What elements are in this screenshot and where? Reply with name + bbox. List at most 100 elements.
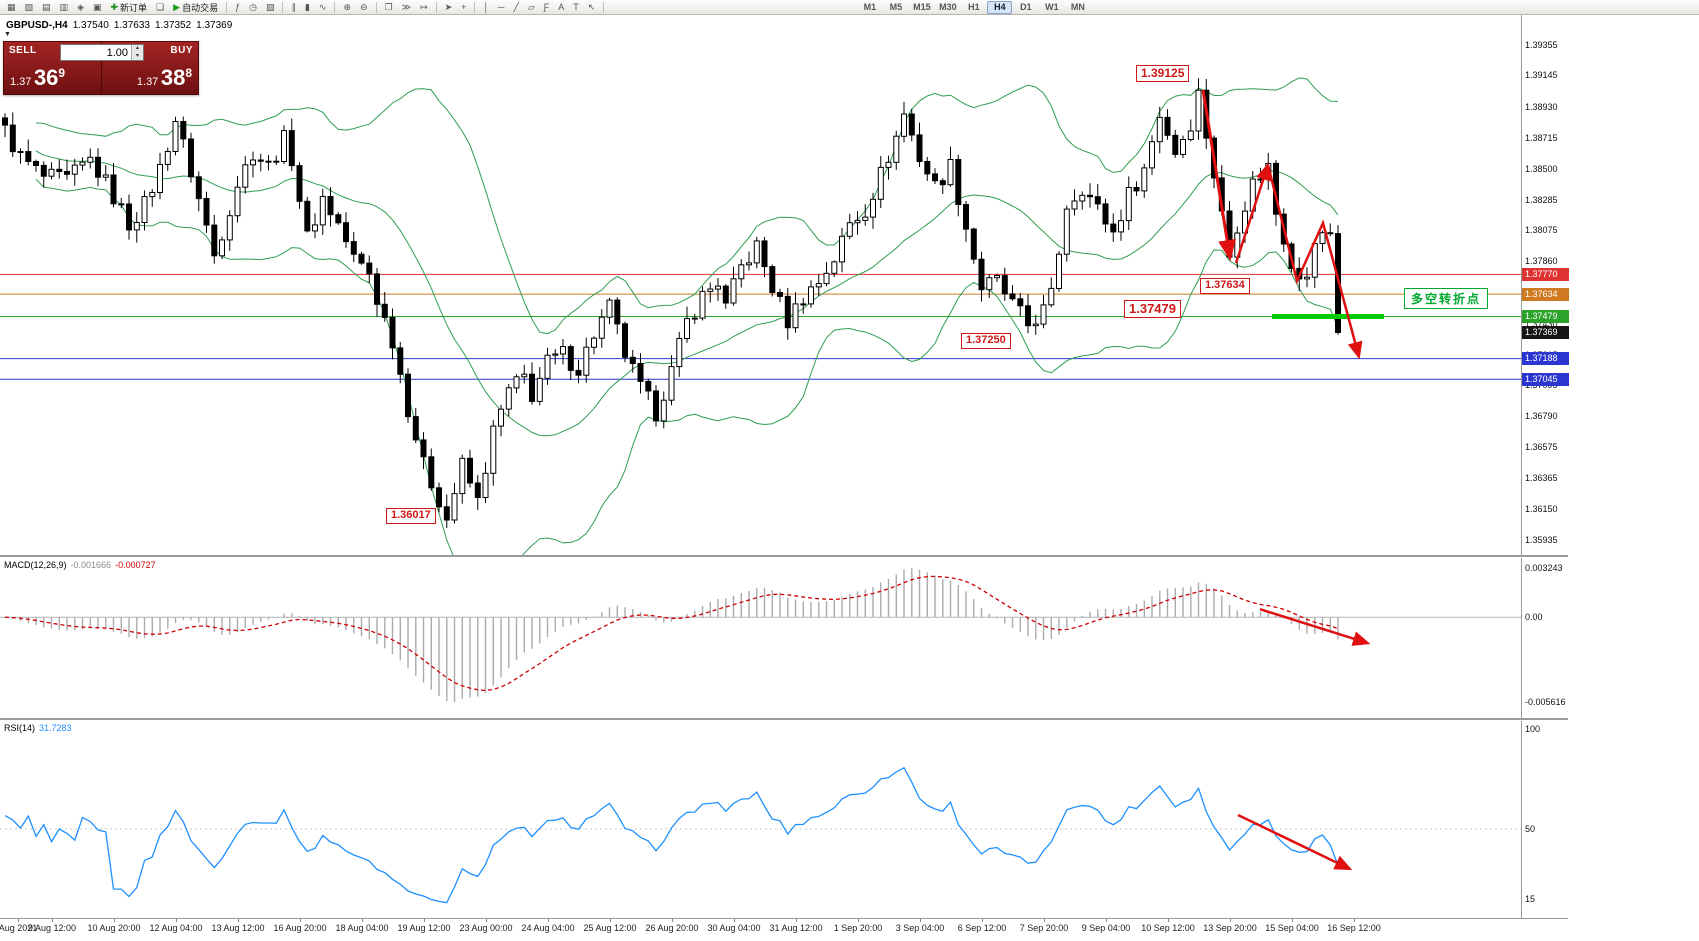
macd-name: MACD(12,26,9) bbox=[4, 560, 67, 570]
time-tick-mark bbox=[672, 919, 673, 922]
macd-trend-arrow[interactable] bbox=[1259, 608, 1371, 646]
time-tick-mark bbox=[920, 919, 921, 922]
timeframe-m30-button[interactable]: M30 bbox=[939, 2, 957, 12]
channel-icon[interactable]: ▱ bbox=[524, 1, 539, 14]
zoom-in-icon: ⊕ bbox=[343, 1, 352, 12]
macd-histogram bbox=[12, 568, 1339, 702]
macd-canvas[interactable] bbox=[0, 558, 1521, 718]
line-chart-icon[interactable]: ∿ bbox=[315, 1, 331, 14]
timeframe-m15-button[interactable]: M15 bbox=[913, 2, 931, 12]
macd-signal-value: -0.000727 bbox=[115, 560, 156, 570]
profiles-icon[interactable]: ▧ bbox=[21, 1, 38, 14]
volume-down-button[interactable]: ▾ bbox=[132, 52, 143, 60]
price-tag: 1.37045 bbox=[1522, 373, 1569, 386]
horizontal-line-icon[interactable]: ─ bbox=[494, 1, 508, 14]
time-label: 10 Sep 12:00 bbox=[1141, 923, 1195, 933]
crosshair-icon[interactable]: + bbox=[457, 1, 470, 14]
turning-point-label[interactable]: 多空转折点 bbox=[1404, 288, 1489, 309]
time-tick-mark bbox=[734, 919, 735, 922]
annotation-price-label[interactable]: 1.37250 bbox=[961, 333, 1011, 349]
annotation-price-label[interactable]: 1.37634 bbox=[1200, 278, 1250, 294]
bar-chart-icon[interactable]: ∥ bbox=[287, 1, 300, 14]
vertical-line-icon[interactable]: │ bbox=[479, 1, 493, 14]
annotation-price-label[interactable]: 1.39125 bbox=[1136, 65, 1190, 82]
panel-divider-macd-rsi[interactable] bbox=[0, 718, 1568, 720]
horizontal-line-icon: ─ bbox=[498, 1, 505, 12]
rsi-line bbox=[4, 766, 1339, 904]
navigator-icon[interactable]: ◈ bbox=[73, 1, 88, 14]
templates-icon[interactable]: ▨ bbox=[262, 1, 279, 14]
tile-windows-icon[interactable]: ❐ bbox=[381, 1, 397, 14]
toolbar-separator bbox=[435, 1, 437, 13]
terminal-icon[interactable]: ▣ bbox=[89, 1, 106, 14]
time-label: 15 Sep 04:00 bbox=[1265, 923, 1319, 933]
oct-collapse-icon[interactable]: ▼ bbox=[4, 31, 11, 38]
cursor-icon[interactable]: ➤ bbox=[441, 1, 457, 14]
autotrading-button[interactable]: ▶ 自动交易 bbox=[169, 1, 222, 14]
chart-shift-icon: ↦ bbox=[420, 1, 428, 12]
time-label: 16 Aug 20:00 bbox=[273, 923, 327, 933]
bollinger-middle-band bbox=[35, 150, 1339, 437]
timeframe-h4-button[interactable]: H4 bbox=[987, 0, 1013, 14]
timeframe-m5-button[interactable]: M5 bbox=[889, 2, 903, 12]
timeframe-h1-button[interactable]: H1 bbox=[968, 2, 980, 12]
vertical-line-icon: │ bbox=[483, 1, 490, 12]
candlestick-chart-icon[interactable]: ▮ bbox=[301, 1, 314, 14]
timeframe-mn-button[interactable]: MN bbox=[1070, 2, 1085, 12]
zoom-out-icon[interactable]: ⊖ bbox=[356, 1, 372, 14]
time-label: 18 Aug 04:00 bbox=[335, 923, 389, 933]
rsi-trend-arrow[interactable] bbox=[1237, 813, 1353, 871]
panel-divider-main-macd[interactable] bbox=[0, 555, 1568, 557]
arrow-tools-icon[interactable]: ↖ bbox=[584, 1, 600, 14]
periods-icon[interactable]: ◷ bbox=[245, 1, 261, 14]
time-tick-mark bbox=[1354, 919, 1355, 922]
timeframe-w1-button[interactable]: W1 bbox=[1045, 2, 1059, 12]
price-tick: 1.36150 bbox=[1525, 504, 1558, 514]
trend-arrow[interactable] bbox=[1234, 162, 1271, 264]
rsi-axis: 100 50 15 bbox=[1521, 721, 1568, 918]
candlesticks bbox=[2, 78, 1341, 529]
time-tick-mark bbox=[52, 919, 53, 922]
macd-tick: -0.005616 bbox=[1525, 697, 1566, 707]
time-label: 12 Aug 04:00 bbox=[149, 923, 203, 933]
price-axis: 1.39355 1.39145 1.38930 1.38715 1.38500 1.382… bbox=[1521, 15, 1569, 555]
new-order-button[interactable]: ✚ 新订单 bbox=[107, 1, 152, 14]
price-tick: 1.38500 bbox=[1525, 164, 1558, 174]
data-window-icon[interactable]: ▥ bbox=[56, 1, 73, 14]
trend-arrow[interactable] bbox=[1266, 164, 1363, 360]
market-watch-icon: ▤ bbox=[42, 1, 51, 12]
time-tick-mark bbox=[114, 919, 115, 922]
volume-input[interactable] bbox=[61, 45, 131, 60]
label-icon[interactable]: T bbox=[569, 1, 583, 14]
annotation-price-label[interactable]: 1.36017 bbox=[386, 508, 436, 524]
price-tick: 1.38285 bbox=[1525, 195, 1558, 205]
time-label: 1 Sep 20:00 bbox=[833, 923, 883, 933]
rsi-canvas[interactable] bbox=[0, 721, 1521, 918]
time-tick-mark bbox=[300, 919, 301, 922]
sell-button[interactable]: SELL 1.37 369 bbox=[4, 42, 102, 94]
time-tick-mark bbox=[1292, 919, 1293, 922]
toolbar-separator bbox=[375, 1, 377, 13]
trendline-icon[interactable]: ╱ bbox=[509, 1, 522, 14]
timeframe-m1-button[interactable]: M1 bbox=[863, 2, 877, 12]
new-chart-icon[interactable]: ▦ bbox=[3, 1, 20, 14]
annotation-price-label[interactable]: 1.37479 bbox=[1124, 300, 1181, 319]
zoom-in-icon[interactable]: ⊕ bbox=[339, 1, 355, 14]
trend-arrow[interactable] bbox=[1201, 89, 1237, 261]
text-icon[interactable]: A bbox=[554, 1, 568, 14]
volume-up-button[interactable]: ▴ bbox=[132, 45, 143, 53]
price-tag: 1.37770 bbox=[1522, 268, 1569, 281]
indicators-icon[interactable]: ƒ bbox=[231, 1, 244, 14]
chart-shift-icon[interactable]: ↦ bbox=[416, 1, 432, 14]
toolbar: ▦ ▧ ▤ ▥ ◈ ▣ ✚ 新订单 ❏ ▶ 自动交易 ƒ ◷ ▨ ∥ ▮ ∿ ⊕ ⊖ ❐ ≫ ↦ ➤ + │ ─ ╱ ▱ Ƒ A T ↖ M1 M… bbox=[0, 0, 1699, 15]
label-icon: T bbox=[573, 1, 579, 12]
auto-scroll-icon[interactable]: ≫ bbox=[398, 1, 415, 14]
ohlc-high: 1.37633 bbox=[113, 20, 150, 31]
metaeditor-icon[interactable]: ❏ bbox=[152, 1, 168, 14]
price-chart-canvas[interactable] bbox=[0, 15, 1521, 555]
timeframe-d1-button[interactable]: D1 bbox=[1020, 2, 1032, 12]
market-watch-icon[interactable]: ▤ bbox=[38, 1, 55, 14]
fibonacci-icon[interactable]: Ƒ bbox=[540, 1, 554, 14]
time-tick-mark bbox=[1044, 919, 1045, 922]
toolbar-separator bbox=[226, 1, 228, 13]
